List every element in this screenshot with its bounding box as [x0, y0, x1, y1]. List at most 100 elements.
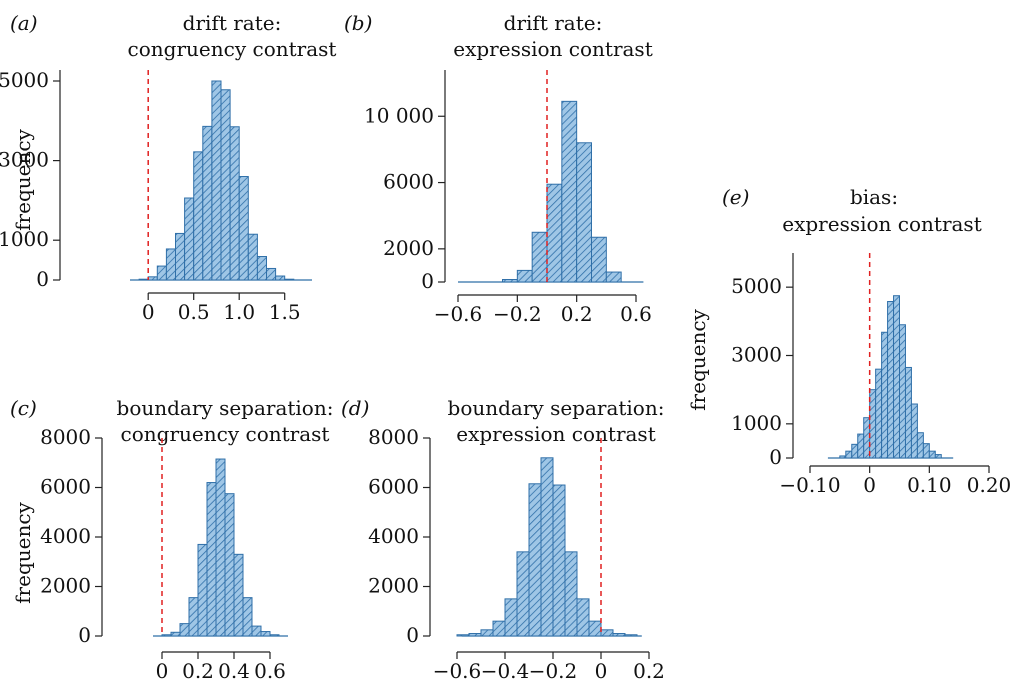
panel-b-y-tick-label: 6000	[383, 170, 434, 194]
panel-a-bar	[165, 248, 176, 281]
panel-d-bar	[528, 483, 542, 637]
panel-b-bar	[531, 231, 548, 283]
panel-c-y-tick-label: 4000	[40, 524, 91, 548]
panel-b-x-tick-label: 0.6	[620, 302, 652, 326]
panel-e-y-tick-label: 5000	[731, 274, 782, 298]
panel-d-bar	[552, 484, 566, 637]
panel-e-ylabel: frequency	[686, 308, 710, 410]
panel-d-x-tick-label: −0.6	[433, 659, 482, 682]
panel-a-bar	[238, 176, 249, 281]
panel-a-bar	[138, 278, 149, 281]
panel-d-x-tick-label: −0.4	[481, 659, 530, 682]
panel-e-bar	[916, 432, 924, 459]
panel-e-x-tick-label: 0.10	[907, 473, 952, 497]
panel-c-bar	[260, 631, 271, 637]
panel-b-x-tick-label: −0.6	[434, 302, 483, 326]
panel-d-bar	[516, 551, 530, 637]
panel-d-bar	[564, 551, 578, 637]
panel-d-label: (d)	[341, 396, 369, 420]
panel-e-title-line-2: expression contrast	[782, 212, 981, 236]
panel-d-bar	[492, 620, 506, 637]
panel-a-title-line-1: drift rate:	[183, 11, 282, 35]
panel-b-x-tick-label: −0.2	[493, 302, 542, 326]
panel-a-x-tick-label: 1.5	[269, 300, 301, 324]
panel-a-ylabel: frequency	[11, 128, 35, 230]
panel-d-bar	[540, 457, 554, 637]
panel-d-y-tick-label: 8000	[368, 425, 419, 449]
panel-b-y-tick-label: 2000	[383, 236, 434, 260]
panel-b: (b) drift rate: expression contrast 0 200…	[344, 11, 653, 326]
panel-e-label: (e)	[722, 185, 749, 209]
panel-d-bar	[576, 598, 590, 637]
panel-c: (c) boundary separation: congruency cont…	[10, 396, 333, 682]
panel-a-bar	[184, 197, 195, 281]
panel-e-x-tick-label: −0.10	[779, 473, 840, 497]
panel-b-bar	[561, 100, 578, 283]
panel-e-bar	[857, 433, 865, 459]
panel-a-y-tick-label: 3000	[0, 148, 49, 172]
panel-b-x-tick-label: 0.2	[561, 302, 593, 326]
panel-b-bar	[591, 236, 607, 283]
panel-c-y-tick-label: 0	[78, 623, 91, 647]
panel-c-bar	[242, 597, 253, 637]
panel-b-bar	[502, 279, 518, 283]
panel-b-bar	[576, 142, 593, 283]
panel-e-bar	[851, 443, 859, 459]
panel-c-bar	[170, 631, 181, 637]
panel-d-x-tick-label: 0.2	[633, 659, 665, 682]
panel-e: (e) bias: expression contrast frequency …	[686, 185, 1010, 497]
panel-c-x-tick-label: 0.6	[254, 659, 286, 682]
panel-b-title-line-1: drift rate:	[504, 11, 603, 35]
panel-e-title-line-1: bias:	[850, 185, 898, 209]
panel-c-y-tick-label: 6000	[40, 475, 91, 499]
panel-e-bar	[922, 443, 930, 459]
panel-a-y-tick-label: 0	[36, 267, 49, 291]
panel-d-y-tick-label: 6000	[368, 475, 419, 499]
panel-c-bar	[206, 482, 217, 637]
panel-e-bar	[928, 450, 936, 459]
panel-e-bar	[875, 368, 883, 459]
panel-d-title-line-2: expression contrast	[456, 422, 655, 446]
panel-e-y-tick-label: 1000	[731, 411, 782, 435]
panel-e-bar	[893, 295, 900, 459]
panel-e-bar	[904, 366, 912, 459]
panel-e-bar	[934, 454, 942, 459]
panel-c-label: (c)	[10, 396, 37, 420]
panel-b-bar	[546, 183, 563, 283]
panel-a-bar	[147, 276, 158, 281]
panel-d-y-tick-label: 0	[406, 623, 419, 647]
panel-b-bar	[605, 271, 622, 283]
panel-d-bar	[624, 634, 638, 637]
panel-a-bar	[156, 265, 167, 281]
panel-d-bar	[612, 633, 626, 637]
panel-a-bar	[256, 256, 267, 281]
panel-a-x-tick-label: 1.0	[223, 300, 255, 324]
panel-b-label: (b)	[344, 11, 372, 35]
panel-c-ylabel: frequency	[11, 501, 35, 603]
panel-c-x-tick-label: 0.4	[218, 659, 250, 682]
panel-c-plot: 0 2000 4000 6000 8000 0 0.2 0.4 0.6	[40, 425, 288, 682]
panel-d-x-tick-label: 0	[595, 659, 608, 682]
panel-d-bar	[504, 598, 518, 637]
panel-c-bar	[233, 553, 244, 637]
panel-a-bar	[247, 233, 258, 281]
panel-e-bar	[899, 324, 906, 459]
panel-e-bar	[910, 403, 918, 459]
panel-c-title-line-2: congruency contrast	[121, 422, 330, 446]
panel-d-y-tick-label: 4000	[368, 524, 419, 548]
panel-d-bar	[480, 629, 494, 637]
panel-a-title-line-2: congruency contrast	[128, 37, 337, 61]
panel-b-y-tick-label: 10 000	[364, 103, 434, 127]
panel-e-y-tick-label: 3000	[731, 343, 782, 367]
panel-a-bar	[202, 125, 213, 281]
panel-c-x-tick-label: 0	[156, 659, 169, 682]
panel-a-y-tick-label: 1000	[0, 227, 49, 251]
panel-a-bar	[275, 275, 286, 281]
panel-d-x-tick-label: −0.2	[529, 659, 578, 682]
panel-c-bar	[215, 458, 226, 637]
panel-c-bar	[161, 634, 172, 637]
panel-d: (d) boundary separation: expression cont…	[341, 396, 665, 682]
panel-a-bar	[266, 267, 277, 281]
panel-d-title-line-1: boundary separation:	[448, 396, 665, 420]
